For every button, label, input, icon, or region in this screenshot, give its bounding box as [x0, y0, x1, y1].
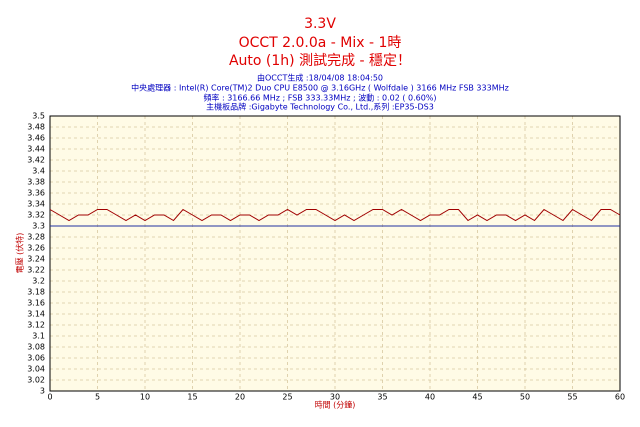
y-tick-label: 3.16	[27, 299, 45, 308]
y-tick-label: 3.04	[27, 365, 45, 374]
info-line: 頻率 : 3166.66 MHz ; FSB 333.33MHz ; 波動 : …	[203, 93, 436, 103]
info-line: 中央處理器 : Intel(R) Core(TM)2 Duo CPU E8500…	[131, 83, 509, 93]
y-tick-label: 3.18	[27, 288, 45, 297]
y-tick-label: 3.46	[27, 134, 45, 143]
y-tick-label: 3.2	[32, 277, 45, 286]
y-tick-label: 3.02	[27, 376, 45, 385]
x-axis-label: 時間 (分鐘)	[315, 400, 356, 410]
y-tick-label: 3.24	[27, 255, 45, 264]
chart-title: 3.3V	[304, 16, 336, 32]
x-tick-label: 40	[425, 393, 435, 402]
y-tick-label: 3.26	[27, 244, 45, 253]
info-line: 由OCCT生成 :18/04/08 18:04:50	[257, 73, 383, 83]
chart-subtitle: OCCT 2.0.0a - Mix - 1時	[239, 35, 402, 51]
x-tick-label: 60	[615, 393, 625, 402]
y-tick-label: 3.38	[27, 178, 45, 187]
x-tick-label: 5	[95, 393, 100, 402]
y-tick-label: 3.08	[27, 343, 45, 352]
x-tick-label: 50	[520, 393, 530, 402]
x-tick-label: 45	[472, 393, 482, 402]
x-tick-label: 10	[140, 393, 150, 402]
x-tick-label: 30	[330, 393, 340, 402]
x-tick-label: 0	[47, 393, 52, 402]
series-line	[49, 208, 621, 222]
y-tick-label: 3.12	[27, 321, 45, 330]
y-tick-label: 3.36	[27, 189, 45, 198]
x-tick-label: 35	[377, 393, 387, 402]
y-tick-label: 3.06	[27, 354, 45, 363]
y-tick-label: 3.44	[27, 145, 45, 154]
x-tick-label: 25	[282, 393, 292, 402]
y-tick-label: 3.14	[27, 310, 45, 319]
y-tick-label: 3.32	[27, 211, 45, 220]
plot-frame	[49, 115, 621, 392]
y-axis-label: 電壓 (伏特)	[15, 233, 25, 274]
y-tick-label: 3.1	[32, 332, 45, 341]
y-tick-label: 3.48	[27, 123, 45, 132]
plot-area	[50, 116, 620, 391]
y-tick-label: 3.42	[27, 156, 45, 165]
y-tick-label: 3.34	[27, 200, 45, 209]
x-tick-label: 15	[187, 393, 197, 402]
y-tick-label: 3.3	[32, 222, 45, 231]
y-tick-label: 3.22	[27, 266, 45, 275]
chart-status: Auto (1h) 測試完成 - 穩定！	[229, 53, 411, 69]
x-tick-label: 20	[235, 393, 245, 402]
info-line: 主機板品牌 :Gigabyte Technology Co., Ltd.,系列 …	[206, 102, 434, 112]
x-tick-label: 55	[567, 393, 577, 402]
y-tick-label: 3.5	[32, 112, 45, 121]
y-tick-label: 3	[40, 387, 45, 396]
y-tick-label: 3.4	[32, 167, 45, 176]
y-tick-label: 3.28	[27, 233, 45, 242]
